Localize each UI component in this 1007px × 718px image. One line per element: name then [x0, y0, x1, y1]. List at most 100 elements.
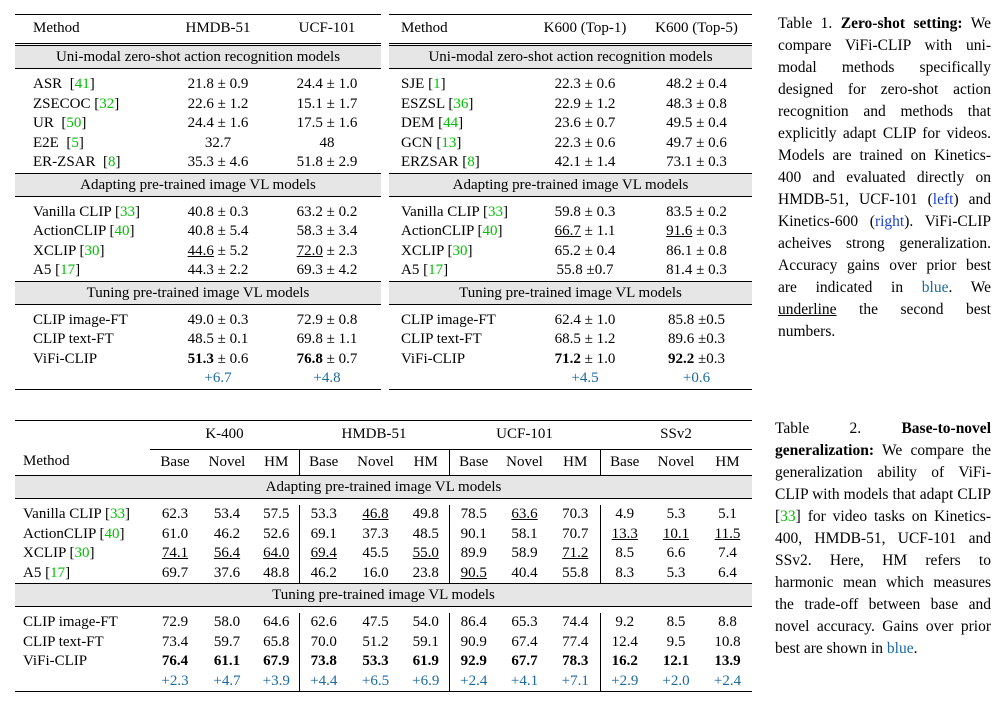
table-cell: 9.5: [666, 633, 686, 650]
table-row: ZSECOC [32] 22.6 ± 1.2 15.1 ± 1.7: [15, 95, 381, 115]
ref-link[interactable]: 32: [99, 95, 115, 112]
method-name: CLIP image-FT: [23, 614, 118, 630]
ref-link[interactable]: 17: [50, 564, 66, 581]
table-cell: 58.0: [213, 614, 241, 630]
table-cell: 49.0 ± 0.3: [187, 311, 249, 328]
ref-link[interactable]: 17: [60, 262, 76, 278]
ref-link[interactable]: 40: [482, 223, 498, 239]
ref-link[interactable]: 13: [441, 134, 457, 151]
ref-link[interactable]: 33: [780, 508, 796, 525]
gain-row: +4.5 +0.6: [389, 369, 752, 390]
table-cell: 74.1: [161, 545, 189, 561]
method-name: ERZSAR: [401, 154, 459, 170]
table-cell: 44.3 ± 2.2: [163, 261, 273, 282]
section-title: Adapting pre-trained image VL models: [389, 173, 752, 197]
col-base: Base: [448, 449, 498, 476]
method-name: ER-ZSAR: [33, 154, 96, 170]
group-hmdb: HMDB-51: [299, 420, 449, 450]
ref-link[interactable]: 1: [433, 76, 441, 92]
table-row: ActionCLIP [40] 40.8 ± 5.4 58.3 ± 3.4: [15, 222, 381, 242]
caption-text: We compare ViFi-CLIP with uni-modal meth…: [778, 15, 991, 208]
ref-link[interactable]: 50: [66, 115, 82, 131]
table-cell: 86.1 ± 0.8: [666, 242, 727, 259]
ref-link[interactable]: 8: [108, 154, 116, 170]
ref-link[interactable]: 30: [84, 242, 100, 259]
method-name: ActionCLIP: [33, 223, 106, 239]
table-cell: 40.8 ± 0.3: [187, 203, 249, 220]
method-name: XCLIP: [23, 545, 66, 561]
table-cell: 81.4 ± 0.3: [641, 261, 752, 282]
gain-value: +6.7: [163, 369, 273, 390]
table-cell: 85.8 ±0.5: [668, 311, 725, 328]
std-value: ± 0.3: [692, 223, 727, 239]
gain-value: +4.4: [298, 671, 348, 692]
ref-link[interactable]: 36: [453, 95, 469, 112]
second-best-value: 72.0: [296, 242, 323, 259]
std-value: ± 0.6: [213, 350, 249, 367]
table-cell: 12.1: [662, 653, 690, 669]
table-header: Method HMDB-51 UCF-101: [15, 14, 381, 46]
table-cell: 37.3: [362, 525, 389, 542]
table-row: ViFi-CLIP 51.3 ± 0.6 76.8 ± 0.7: [15, 350, 381, 370]
table-cell: 49.7 ± 0.6: [666, 134, 727, 151]
method-name: ZSECOC: [33, 95, 91, 112]
table-cell: 53.4: [213, 506, 241, 522]
table-cell: 48.5 ± 0.1: [187, 331, 249, 347]
ref-link[interactable]: 44: [443, 115, 459, 131]
ref-link[interactable]: 33: [119, 203, 135, 220]
table-cell: 90.1: [448, 524, 498, 544]
caption-link[interactable]: right: [874, 213, 905, 230]
table1-caption: Table 1. Zero-shot setting: We compare V…: [778, 13, 991, 343]
table-cell: 54.0: [412, 614, 439, 630]
table-cell: 22.9 ± 1.2: [554, 95, 616, 112]
caption-link[interactable]: left: [932, 191, 954, 208]
std-value: ± 2.3: [322, 242, 358, 259]
caption-text: .: [913, 640, 918, 657]
ref-link[interactable]: 33: [109, 506, 125, 522]
table-row: XCLIP [30] 65.2 ± 0.4 86.1 ± 0.8: [389, 242, 752, 262]
table-cell: 46.8: [362, 506, 389, 522]
ref-link[interactable]: 17: [428, 262, 444, 278]
ref-link[interactable]: 41: [74, 76, 90, 92]
ref-link[interactable]: 30: [452, 242, 468, 259]
caption-text: . We: [948, 279, 991, 296]
method-name: E2E: [33, 134, 59, 151]
ref-link[interactable]: 30: [74, 545, 90, 561]
table-cell: 58.3 ± 3.4: [296, 223, 358, 239]
table-cell: 78.5: [448, 505, 498, 525]
method-name: ESZSL: [401, 95, 445, 112]
std-value: ± 0.7: [322, 350, 358, 367]
method-name: ViFi-CLIP: [401, 350, 466, 367]
table-row: Vanilla CLIP [33] 40.8 ± 0.3 63.2 ± 0.2: [15, 203, 381, 223]
table-cell: 71.2: [562, 545, 589, 561]
ref-link[interactable]: 40: [104, 525, 120, 542]
gain-value: +4.5: [529, 369, 641, 390]
ref-link[interactable]: 40: [114, 223, 130, 239]
std-value: ± 1.1: [580, 223, 616, 239]
table-cell: 76.4: [161, 653, 189, 669]
table-cell: 49.5 ± 0.4: [666, 115, 727, 131]
caption-underline-word: underline: [778, 301, 837, 318]
gain-value: +7.1: [551, 671, 600, 692]
table-row: CLIP text-FT 73.4 59.7 65.8 70.0 51.2 59.1 90.9…: [15, 632, 752, 652]
col-hm: HM: [551, 449, 600, 476]
table-cell: 5.3: [666, 506, 686, 522]
table-cell: 48.8: [254, 563, 299, 584]
ref-link[interactable]: 5: [71, 134, 79, 151]
table-cell: 69.7: [150, 563, 200, 584]
section-title: Adapting pre-trained image VL models: [15, 475, 752, 499]
table-row: CLIP image-FT 62.4 ± 1.0 85.8 ±0.5: [389, 311, 752, 331]
best-value: 92.2: [668, 350, 695, 367]
section-title: Tuning pre-trained image VL models: [389, 281, 752, 305]
group-k400: K-400: [150, 420, 299, 450]
method-name: UR: [33, 115, 54, 131]
ref-link[interactable]: 8: [467, 154, 475, 170]
table-cell: 55.8 ±0.7: [529, 261, 641, 282]
ref-link[interactable]: 33: [487, 203, 503, 220]
gain-value: +4.8: [273, 369, 381, 390]
table-row: XCLIP [30] 74.1 56.4 64.0 69.4 45.5 55.0 89.9 58…: [15, 544, 752, 564]
group-header: K-400 HMDB-51 UCF-101 SSv2: [15, 420, 752, 450]
method-name: XCLIP: [33, 242, 76, 259]
table-cell: 92.9: [448, 652, 498, 672]
table-cell: 59.8 ± 0.3: [554, 203, 616, 220]
